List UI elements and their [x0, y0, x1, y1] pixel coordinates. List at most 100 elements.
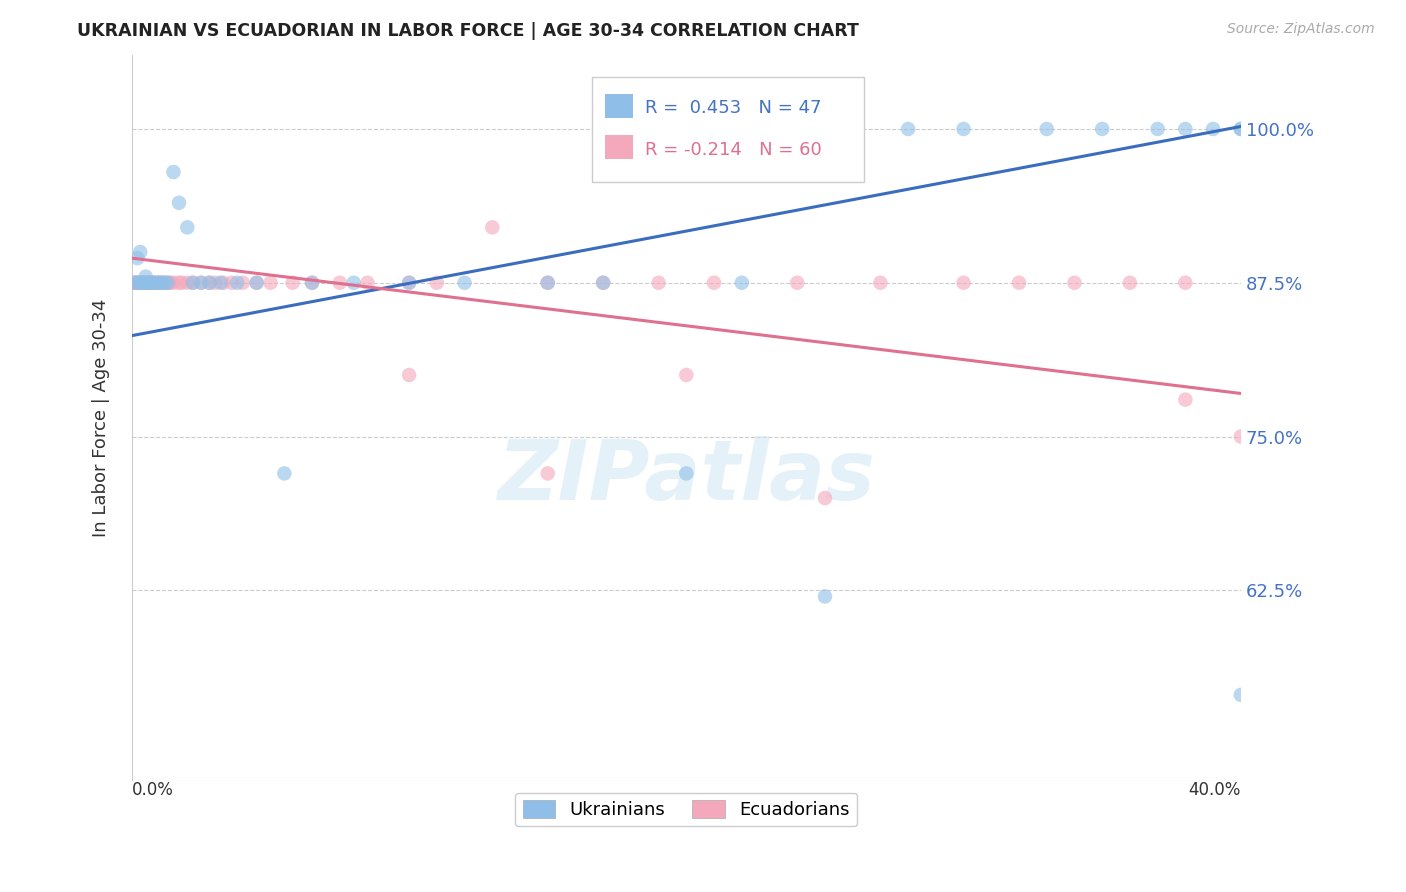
- Point: [1146, 122, 1168, 136]
- Point: [150, 276, 173, 290]
- Point: [731, 276, 754, 290]
- Point: [1230, 429, 1253, 443]
- Text: 40.0%: 40.0%: [1188, 781, 1241, 799]
- Point: [170, 276, 193, 290]
- Point: [343, 276, 366, 290]
- Point: [190, 276, 212, 290]
- Point: [1091, 122, 1114, 136]
- Point: [301, 276, 323, 290]
- Point: [138, 276, 160, 290]
- Point: [167, 276, 190, 290]
- Point: [246, 276, 269, 290]
- Point: [132, 276, 155, 290]
- Point: [149, 276, 172, 290]
- Point: [127, 276, 149, 290]
- Point: [329, 276, 352, 290]
- Point: [1063, 276, 1085, 290]
- Text: ZIPatlas: ZIPatlas: [498, 435, 876, 516]
- Point: [138, 276, 160, 290]
- Point: [132, 276, 155, 290]
- Point: [592, 276, 614, 290]
- Point: [135, 276, 157, 290]
- Point: [675, 467, 697, 481]
- Point: [156, 276, 179, 290]
- Point: [869, 276, 891, 290]
- Point: [1174, 122, 1197, 136]
- Point: [952, 276, 974, 290]
- FancyBboxPatch shape: [606, 94, 633, 118]
- Point: [146, 276, 169, 290]
- Point: [129, 276, 152, 290]
- Point: [143, 276, 166, 290]
- Point: [1202, 122, 1225, 136]
- Point: [1119, 276, 1142, 290]
- Point: [129, 276, 152, 290]
- Point: [537, 276, 560, 290]
- Text: 0.0%: 0.0%: [132, 781, 174, 799]
- Point: [398, 276, 420, 290]
- Point: [146, 276, 169, 290]
- Point: [246, 276, 269, 290]
- Point: [135, 269, 157, 284]
- Point: [897, 122, 920, 136]
- Point: [127, 251, 149, 265]
- Point: [209, 276, 232, 290]
- Point: [159, 276, 181, 290]
- Point: [138, 276, 160, 290]
- Point: [453, 276, 475, 290]
- Text: R = -0.214   N = 60: R = -0.214 N = 60: [645, 141, 823, 159]
- Point: [141, 276, 163, 290]
- FancyBboxPatch shape: [606, 136, 633, 159]
- Point: [138, 276, 160, 290]
- Point: [537, 467, 560, 481]
- Point: [1174, 392, 1197, 407]
- Point: [162, 165, 184, 179]
- Point: [132, 276, 155, 290]
- Point: [221, 276, 243, 290]
- Point: [129, 244, 152, 259]
- Point: [814, 491, 837, 505]
- Point: [1174, 276, 1197, 290]
- Point: [675, 368, 697, 382]
- Point: [135, 276, 157, 290]
- Point: [141, 276, 163, 290]
- Point: [150, 276, 173, 290]
- Point: [398, 276, 420, 290]
- Point: [181, 276, 204, 290]
- Point: [141, 276, 163, 290]
- Point: [212, 276, 235, 290]
- Point: [259, 276, 281, 290]
- Point: [356, 276, 378, 290]
- Point: [1230, 122, 1253, 136]
- Point: [149, 276, 172, 290]
- Legend: Ukrainians, Ecuadorians: Ukrainians, Ecuadorians: [516, 793, 858, 826]
- Y-axis label: In Labor Force | Age 30-34: In Labor Force | Age 30-34: [93, 299, 110, 537]
- Point: [481, 220, 503, 235]
- Point: [129, 276, 152, 290]
- Point: [167, 195, 190, 210]
- Point: [273, 467, 295, 481]
- Point: [647, 276, 669, 290]
- Point: [124, 276, 146, 290]
- Point: [127, 276, 149, 290]
- Point: [143, 276, 166, 290]
- Point: [952, 122, 974, 136]
- Point: [132, 276, 155, 290]
- Point: [124, 276, 146, 290]
- Text: UKRAINIAN VS ECUADORIAN IN LABOR FORCE | AGE 30-34 CORRELATION CHART: UKRAINIAN VS ECUADORIAN IN LABOR FORCE |…: [77, 22, 859, 40]
- Point: [198, 276, 221, 290]
- Text: Source: ZipAtlas.com: Source: ZipAtlas.com: [1227, 22, 1375, 37]
- Point: [301, 276, 323, 290]
- Point: [176, 276, 198, 290]
- Point: [1230, 688, 1253, 702]
- Point: [1035, 122, 1057, 136]
- Point: [149, 276, 172, 290]
- Point: [703, 276, 725, 290]
- Point: [592, 276, 614, 290]
- Point: [153, 276, 176, 290]
- Point: [398, 368, 420, 382]
- Point: [143, 276, 166, 290]
- Point: [156, 276, 179, 290]
- Point: [127, 276, 149, 290]
- Point: [1230, 122, 1253, 136]
